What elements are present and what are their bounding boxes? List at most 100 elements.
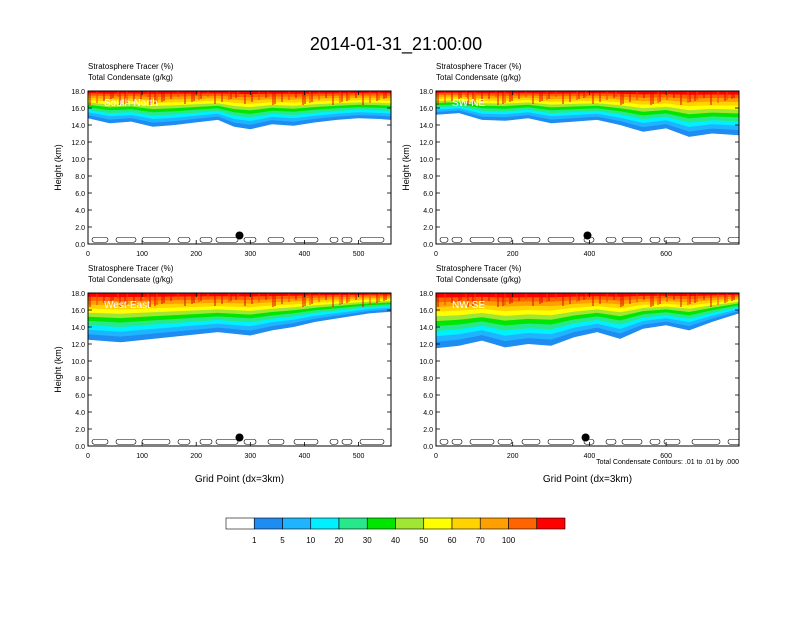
colorbar-label: 20 <box>335 536 344 545</box>
x-tick-label: 400 <box>299 453 311 460</box>
plot-area <box>88 293 391 445</box>
y-tick-label: 10.0 <box>419 359 433 366</box>
plot-area <box>88 91 391 243</box>
figure-title: 2014-01-31_21:00:00 <box>310 34 482 55</box>
subtitle-condensate: Total Condensate (g/kg) <box>88 73 173 82</box>
condensate-contour <box>141 438 171 445</box>
condensate-contour <box>521 438 541 445</box>
condensate-contour <box>91 438 109 445</box>
colorbar-swatch <box>310 517 340 530</box>
subtitle-tracer: Stratosphere Tracer (%) <box>88 62 174 71</box>
x-tick-label: 0 <box>434 453 438 460</box>
plot-frame <box>87 292 392 447</box>
colorbar-label: 30 <box>363 536 372 545</box>
condensate-contour <box>727 236 739 243</box>
colorbar-label: 70 <box>476 536 485 545</box>
y-tick-label: 18.0 <box>419 89 433 96</box>
y-tick-label: 6.0 <box>423 393 433 400</box>
x-tick-label: 200 <box>507 251 519 258</box>
panel-sw-ne: SW-NE Stratosphere Tracer (%) Total Conden… <box>401 62 740 258</box>
y-tick-label: 8.0 <box>75 376 85 383</box>
colorbar-label: 50 <box>419 536 428 545</box>
condensate-contour <box>293 438 319 445</box>
condensate-contour <box>605 236 617 243</box>
colorbar-swatch <box>366 517 396 530</box>
x-tick-label: 100 <box>136 251 148 258</box>
x-tick-label: 400 <box>299 251 311 258</box>
y-tick-label: 0.0 <box>423 242 433 249</box>
colorbar: 1 5 10 20 30 40 50 60 70 100 <box>225 517 566 545</box>
condensate-contour <box>621 236 643 243</box>
condensate-contour <box>691 236 721 243</box>
subtitle-tracer: Stratosphere Tracer (%) <box>436 264 522 273</box>
y-tick-label: 4.0 <box>423 208 433 215</box>
condensate-contour <box>115 236 137 243</box>
colorbar-swatch <box>451 517 481 530</box>
colorbar-swatch <box>282 517 312 530</box>
condensate-contour <box>469 236 495 243</box>
condensate-contour <box>497 236 513 243</box>
condensate-contour <box>451 438 463 445</box>
condensate-contour <box>439 438 449 445</box>
plot-frame <box>435 292 740 447</box>
x-tick-label: 100 <box>136 453 148 460</box>
condensate-contour <box>199 438 213 445</box>
panel-west-east: West-East Stratosphere Tracer (%) Total Co… <box>53 264 392 485</box>
panel-label: SW-NE <box>452 98 485 109</box>
y-tick-label: 18.0 <box>419 291 433 298</box>
subtitle-condensate: Total Condensate (g/kg) <box>88 275 173 284</box>
colorbar-swatch <box>253 517 283 530</box>
condensate-contour <box>215 236 239 243</box>
colorbar-label: 1 <box>252 536 257 545</box>
subtitle-tracer: Stratosphere Tracer (%) <box>88 264 174 273</box>
plot-frame <box>435 90 740 245</box>
condensate-contour <box>497 438 513 445</box>
y-axis-label: Height (km) <box>401 144 411 191</box>
x-tick-label: 200 <box>190 453 202 460</box>
panel-nw-se: NW-SE Stratosphere Tracer (%) Total Conden… <box>419 264 740 485</box>
panel-label: NW-SE <box>452 300 485 311</box>
y-tick-label: 8.0 <box>423 174 433 181</box>
y-tick-label: 8.0 <box>423 376 433 383</box>
marker-dot <box>583 231 592 240</box>
y-tick-label: 2.0 <box>75 427 85 434</box>
subtitle-tracer: Stratosphere Tracer (%) <box>436 62 522 71</box>
colorbar-swatch <box>395 517 425 530</box>
marker-dot <box>581 433 590 442</box>
x-axis-label: Grid Point (dx=3km) <box>195 474 284 485</box>
condensate-contour <box>341 438 353 445</box>
y-tick-label: 16.0 <box>71 308 85 315</box>
subtitle-condensate: Total Condensate (g/kg) <box>436 73 521 82</box>
colorbar-label: 100 <box>502 536 516 545</box>
condensate-contour <box>547 236 575 243</box>
footnote: Total Condensate Contours: .01 to .01 by… <box>596 459 739 466</box>
colorbar-swatch <box>508 517 538 530</box>
colorbar-label: 5 <box>280 536 285 545</box>
panel-label: South-North <box>104 98 158 109</box>
y-tick-label: 12.0 <box>71 342 85 349</box>
colorbar-swatch <box>225 517 255 530</box>
y-tick-label: 6.0 <box>423 191 433 198</box>
plot-area <box>436 91 739 243</box>
x-tick-label: 400 <box>584 453 596 460</box>
y-tick-label: 4.0 <box>75 208 85 215</box>
x-tick-label: 0 <box>434 251 438 258</box>
condensate-contour <box>115 438 137 445</box>
condensate-contour <box>359 438 385 445</box>
y-tick-label: 8.0 <box>75 174 85 181</box>
y-tick-label: 14.0 <box>419 325 433 332</box>
condensate-contour <box>547 438 575 445</box>
condensate-contour <box>451 236 463 243</box>
colorbar-label: 60 <box>448 536 457 545</box>
y-tick-label: 16.0 <box>71 106 85 113</box>
condensate-contour <box>177 236 191 243</box>
condensate-contour <box>649 438 661 445</box>
x-axis-label: Grid Point (dx=3km) <box>543 474 632 485</box>
y-tick-label: 4.0 <box>423 410 433 417</box>
x-tick-label: 600 <box>660 251 672 258</box>
condensate-contour <box>605 438 617 445</box>
x-tick-label: 300 <box>244 251 256 258</box>
condensate-contour <box>293 236 319 243</box>
